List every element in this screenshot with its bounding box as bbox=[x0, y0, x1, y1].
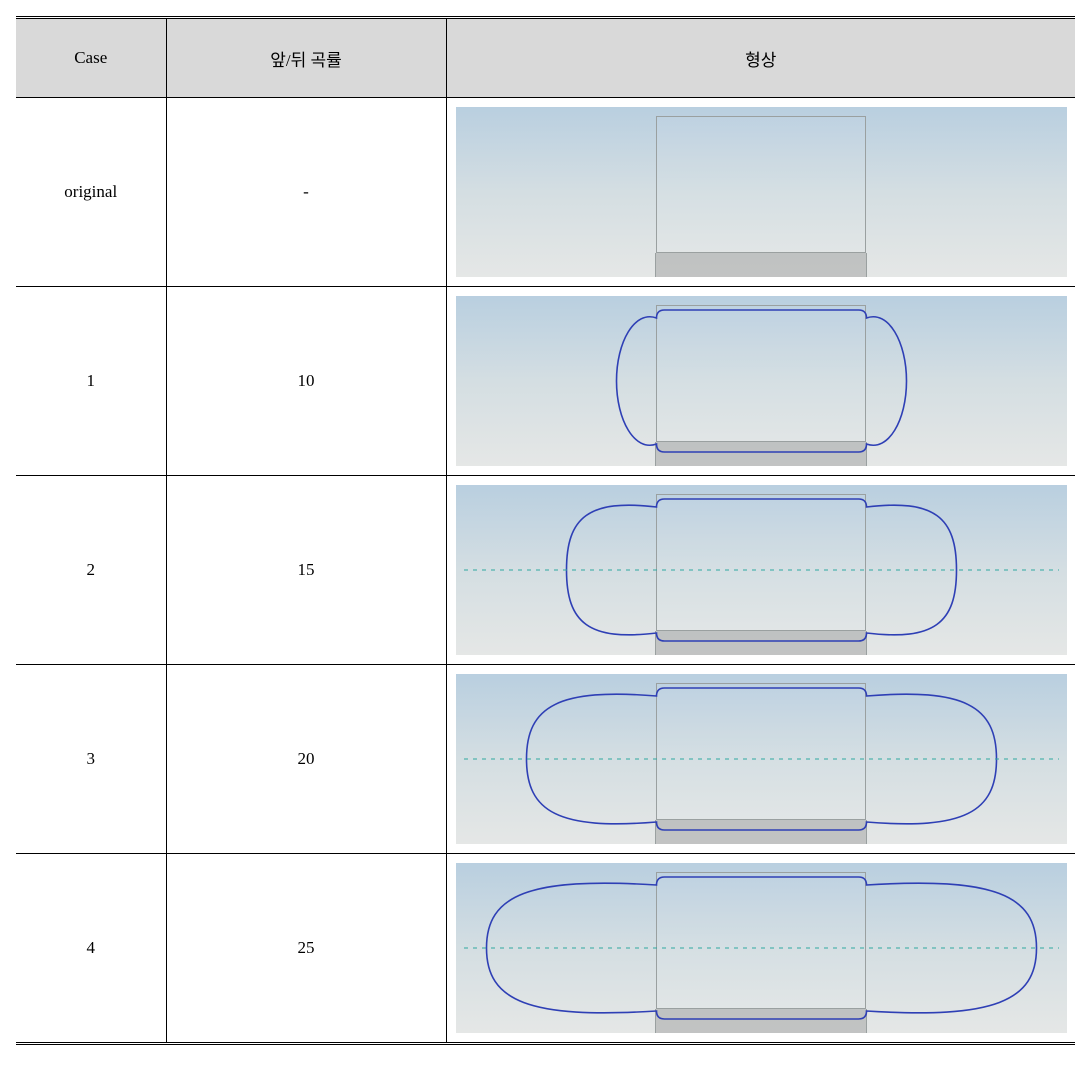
cell-case: 2 bbox=[16, 476, 166, 665]
col-header-curvature: 앞/뒤 곡률 bbox=[166, 18, 446, 98]
table-row: 425 bbox=[16, 854, 1075, 1044]
col-header-shape: 형상 bbox=[446, 18, 1075, 98]
cell-curvature: - bbox=[166, 98, 446, 287]
cell-case: 1 bbox=[16, 287, 166, 476]
cell-case: original bbox=[16, 98, 166, 287]
cell-shape bbox=[446, 98, 1075, 287]
shape-overlay bbox=[456, 674, 1067, 844]
profile-outline bbox=[616, 310, 906, 452]
table-row: 110 bbox=[16, 287, 1075, 476]
shape-overlay bbox=[456, 296, 1067, 466]
table-header-row: Case 앞/뒤 곡률 형상 bbox=[16, 18, 1075, 98]
cad-viewport bbox=[456, 485, 1067, 655]
shape-overlay bbox=[456, 107, 1067, 277]
table-row: 215 bbox=[16, 476, 1075, 665]
cell-shape bbox=[446, 476, 1075, 665]
cell-case: 4 bbox=[16, 854, 166, 1044]
table-row: original- bbox=[16, 98, 1075, 287]
shape-overlay bbox=[456, 863, 1067, 1033]
table-row: 320 bbox=[16, 665, 1075, 854]
cad-viewport bbox=[456, 107, 1067, 277]
cell-case: 3 bbox=[16, 665, 166, 854]
cell-shape bbox=[446, 854, 1075, 1044]
cell-shape bbox=[446, 665, 1075, 854]
cell-curvature: 25 bbox=[166, 854, 446, 1044]
cases-table: Case 앞/뒤 곡률 형상 original-110215320425 bbox=[16, 16, 1075, 1045]
cell-curvature: 10 bbox=[166, 287, 446, 476]
cell-curvature: 15 bbox=[166, 476, 446, 665]
cell-curvature: 20 bbox=[166, 665, 446, 854]
cell-shape bbox=[446, 287, 1075, 476]
cad-viewport bbox=[456, 674, 1067, 844]
cad-viewport bbox=[456, 296, 1067, 466]
col-header-case: Case bbox=[16, 18, 166, 98]
cad-viewport bbox=[456, 863, 1067, 1033]
shape-overlay bbox=[456, 485, 1067, 655]
